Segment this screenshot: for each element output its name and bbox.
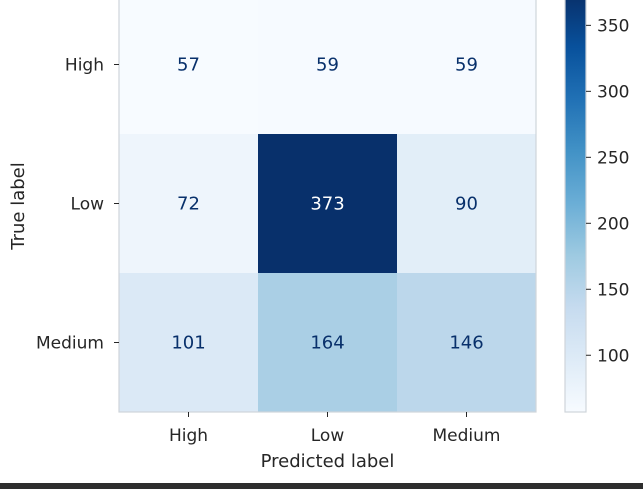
heatmap-cell [397,134,536,273]
colorbar-tick-label: 100 [597,346,629,366]
heatmap-cell [258,273,397,412]
cell-value-label: 72 [177,194,200,215]
cell-value-label: 373 [310,194,344,215]
colorbar-frame [564,0,587,413]
heatmap-cell [397,0,536,134]
y-tick-labels: High Low Medium [36,56,119,354]
x-tick-labels: High Low Medium [169,412,501,446]
x-axis-label: Predicted label [261,451,395,472]
x-tick-label: High [169,426,208,446]
colorbar-tick-label: 350 [597,16,629,36]
colorbar-tick-label: 200 [597,214,629,234]
colorbar-tick-label: 250 [597,148,629,168]
colorbar-tick-label: 150 [597,280,629,300]
x-tick-label: Low [311,426,345,446]
y-tick-label: High [65,56,104,76]
colorbar-tick-label: 300 [597,82,629,102]
y-axis-label: True label [8,162,29,251]
heatmap-cells: 57 59 59 72 373 90 101 164 146 [119,0,536,412]
heatmap-cell [258,0,397,134]
cell-value-label: 101 [171,333,205,354]
y-tick-label: Medium [36,334,104,354]
cell-value-label: 57 [177,55,200,76]
heatmap-cell [119,0,258,134]
heatmap-cell [119,134,258,273]
cell-value-label: 59 [455,55,478,76]
cell-value-label: 146 [449,333,483,354]
heatmap-cell [119,273,258,412]
colorbar [565,0,586,412]
cell-value-label: 59 [316,55,339,76]
window-bottom-bar [0,483,643,489]
cell-value-label: 164 [310,333,344,354]
cell-value-label: 90 [455,194,478,215]
colorbar-ticks: 100 150 200 250 300 350 [586,16,629,366]
heatmap-cell [258,134,397,273]
y-tick-label: Low [71,195,105,215]
x-tick-label: Medium [433,426,501,446]
heatmap-cell [397,273,536,412]
